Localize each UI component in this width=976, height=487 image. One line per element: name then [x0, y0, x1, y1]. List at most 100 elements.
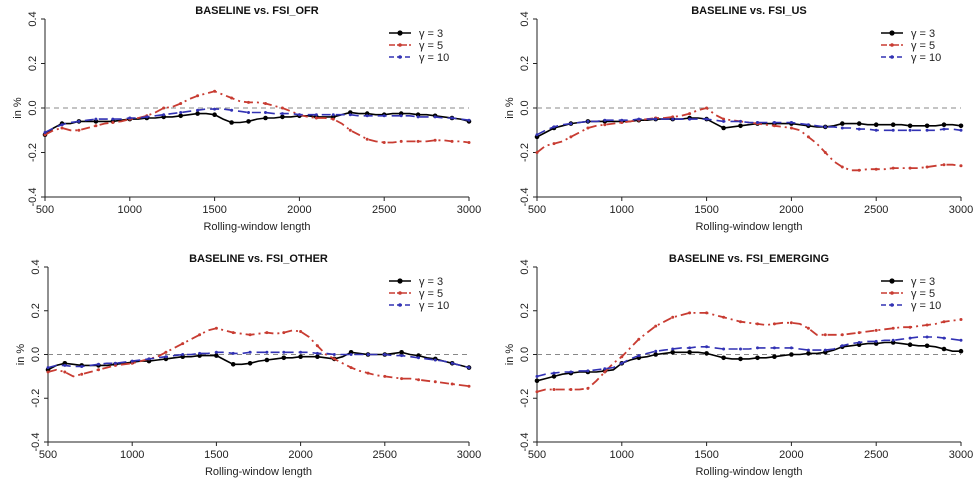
data-point	[569, 135, 573, 139]
data-point	[924, 343, 930, 349]
data-point	[348, 113, 352, 117]
data-point	[181, 342, 185, 346]
data-point	[925, 165, 929, 169]
legend-entry: γ = 3	[911, 28, 935, 40]
chart-panel-0: BASELINE vs. FSI_OFR 500 1000 1500 2000 2500 3…	[12, 5, 481, 233]
data-point	[586, 126, 590, 130]
data-point	[248, 333, 252, 337]
data-point	[315, 351, 319, 355]
data-point	[198, 351, 202, 355]
x-tick-label: 2500	[372, 204, 396, 216]
data-point	[281, 355, 287, 361]
data-point	[212, 112, 217, 117]
data-point	[756, 346, 759, 350]
data-point	[450, 139, 454, 143]
data-point	[416, 139, 420, 143]
data-point	[756, 121, 759, 124]
data-point	[959, 318, 963, 321]
data-point	[97, 368, 100, 372]
x-tick-label: 1000	[120, 449, 144, 461]
legend-marker	[398, 291, 402, 295]
data-point	[299, 330, 303, 333]
data-point	[416, 115, 420, 119]
data-point	[739, 320, 742, 324]
legend-marker	[398, 55, 402, 59]
data-point	[280, 114, 285, 120]
y-tick-label: 0.0	[519, 100, 531, 115]
data-point	[552, 142, 556, 146]
y-tick-label: 0.4	[27, 11, 39, 26]
data-point	[789, 126, 793, 130]
data-point	[942, 336, 946, 340]
x-tick-label: 2500	[373, 449, 397, 461]
x-tick-label: 2000	[288, 449, 312, 461]
data-point	[398, 111, 404, 116]
data-point	[43, 131, 47, 134]
data-point	[551, 374, 557, 379]
data-point	[265, 350, 269, 354]
chart-title: BASELINE vs. FSI_US	[691, 5, 807, 17]
data-point	[349, 366, 353, 370]
data-point	[569, 122, 573, 126]
data-point	[348, 350, 354, 355]
data-point	[722, 117, 726, 121]
data-point	[586, 386, 590, 390]
data-point	[230, 108, 234, 112]
data-point	[688, 117, 692, 121]
data-point	[331, 113, 335, 117]
data-point	[534, 378, 540, 384]
series-line-gamma-10	[47, 351, 470, 369]
data-point	[789, 321, 793, 325]
data-point	[213, 107, 217, 111]
x-tick-label: 2500	[864, 204, 888, 216]
data-point	[195, 111, 200, 116]
data-point	[671, 117, 675, 121]
data-point	[586, 369, 590, 373]
x-tick-label: 2000	[287, 204, 311, 216]
data-point	[80, 372, 84, 376]
data-point	[823, 350, 828, 355]
data-point	[925, 323, 929, 327]
y-axis-label: in %	[12, 97, 24, 119]
data-point	[315, 354, 320, 360]
x-tick-label: 1000	[610, 204, 634, 216]
data-point	[147, 357, 151, 361]
data-point	[959, 164, 963, 168]
data-point	[366, 353, 370, 356]
data-point	[637, 337, 641, 341]
legend-marker	[890, 291, 894, 295]
data-point	[908, 336, 912, 340]
data-point	[772, 322, 776, 326]
y-axis-label: in %	[504, 97, 516, 119]
y-tick-label: 0.0	[30, 347, 42, 362]
data-point	[891, 326, 895, 330]
data-point	[569, 388, 573, 391]
legend-entry: γ = 10	[419, 52, 449, 64]
data-point	[552, 125, 556, 129]
data-point	[264, 102, 267, 105]
data-point	[348, 128, 352, 132]
data-point	[365, 114, 369, 118]
y-tick-label: -0.4	[519, 188, 531, 207]
y-tick-label: 0.4	[519, 11, 531, 26]
data-point	[739, 347, 742, 351]
data-point	[620, 355, 624, 359]
data-point	[705, 345, 709, 349]
data-point	[94, 117, 98, 121]
data-point	[264, 111, 267, 114]
data-point	[874, 339, 878, 343]
legend-marker	[890, 43, 894, 47]
series-line-gamma-3	[44, 111, 470, 136]
x-tick-label: 3000	[949, 204, 973, 216]
data-point	[230, 96, 234, 100]
data-point	[331, 117, 335, 121]
x-tick-label: 2000	[779, 204, 803, 216]
data-point	[383, 353, 387, 356]
x-tick-label: 2500	[864, 449, 888, 461]
data-point	[63, 370, 67, 374]
data-point	[231, 351, 235, 355]
data-point	[705, 311, 709, 315]
data-point	[417, 356, 420, 360]
data-point	[806, 326, 810, 330]
legend-entry: γ = 10	[419, 300, 449, 312]
